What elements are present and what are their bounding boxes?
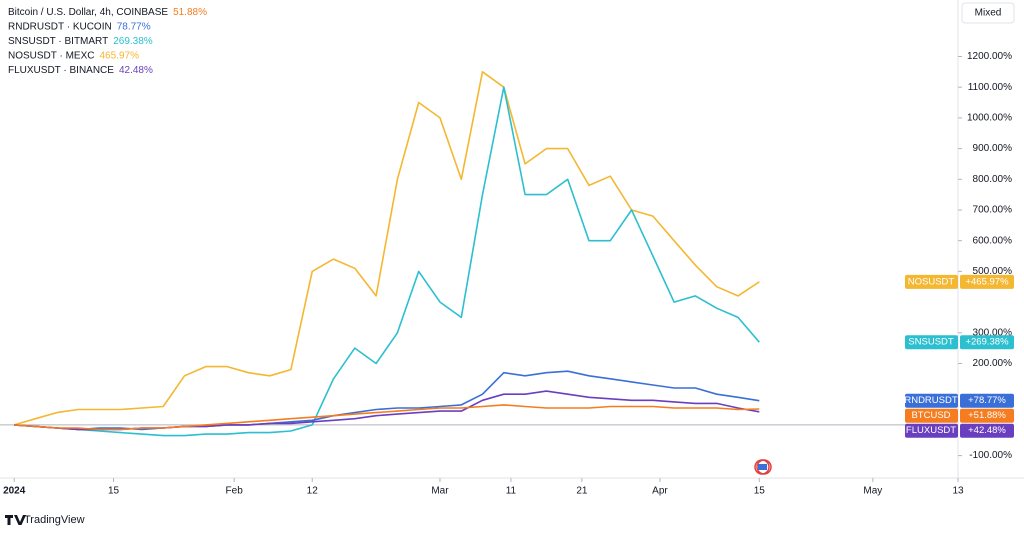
legend-name: RNDRUSDT · KUCOIN	[8, 21, 112, 32]
y-tick-label: 700.00%	[973, 205, 1013, 216]
x-tick-label: 11	[506, 486, 517, 497]
legend-entry: Bitcoin / U.S. Dollar, 4h, COINBASE 51.88…	[8, 7, 207, 18]
tag-symbol: SNSUSDT	[908, 337, 954, 348]
legend-entry: NOSUSDT · MEXC 465.97%	[8, 50, 139, 61]
legend-value: 78.77%	[117, 21, 151, 32]
scale-button-label[interactable]: Mixed	[975, 8, 1002, 19]
footer	[0, 505, 1024, 537]
event-icon	[754, 459, 772, 475]
tag-symbol-box	[905, 423, 958, 438]
tag-symbol-box	[905, 408, 958, 423]
tag-value: +465.97%	[965, 276, 1009, 287]
y-tick-label: 500.00%	[973, 266, 1013, 277]
x-tick-label: Feb	[226, 486, 244, 497]
series-line	[14, 404, 760, 431]
series-line	[14, 86, 760, 437]
y-tick-label: 300.00%	[973, 327, 1013, 338]
legend-name: Bitcoin / U.S. Dollar, 4h, COINBASE	[8, 7, 168, 18]
y-tick-label: 1200.00%	[967, 51, 1012, 62]
x-tick-label: Mar	[431, 486, 449, 497]
legend-entry: SNSUSDT · BITMART 269.38%	[8, 36, 153, 47]
tag-value-box	[960, 393, 1014, 408]
tag-symbol: BTCUSD	[911, 410, 950, 421]
y-tick-label: -100.00%	[969, 450, 1012, 461]
legend-value: 42.48%	[119, 65, 153, 76]
y-tick-label: 1000.00%	[967, 113, 1012, 124]
x-tick-label: 13	[952, 486, 964, 497]
series-line	[13, 71, 760, 426]
tag-symbol-box	[905, 274, 958, 289]
legend-value: 51.88%	[173, 7, 207, 18]
scale-button[interactable]	[961, 2, 1015, 24]
legend-entry: FLUXUSDT · BINANCE 42.48%	[8, 65, 153, 76]
tag-value-box	[960, 408, 1014, 423]
legend-name: SNSUSDT · BITMART	[8, 36, 108, 47]
x-tick-label: 12	[307, 486, 319, 497]
tag-symbol: FLUXUSDT	[906, 425, 956, 436]
legend-name: FLUXUSDT · BINANCE	[8, 65, 114, 76]
legend-entry: RNDRUSDT · KUCOIN 78.77%	[8, 21, 151, 32]
y-tick-label: 1100.00%	[968, 82, 1012, 93]
x-tick-label: 21	[576, 486, 588, 497]
x-tick-label: 15	[108, 486, 120, 497]
brand-name: TradingView	[24, 514, 85, 526]
tag-value-box	[960, 335, 1014, 350]
x-tick-label: 15	[754, 486, 766, 497]
tag-value: +269.38%	[965, 337, 1009, 348]
y-tick-label: 600.00%	[973, 235, 1013, 246]
y-tick-label: 200.00%	[973, 358, 1013, 369]
legend: Bitcoin / U.S. Dollar, 4h, COINBASE 51.88…	[8, 7, 207, 76]
x-tick-label: May	[863, 486, 882, 497]
y-tick-label: 800.00%	[973, 174, 1013, 185]
series-line	[14, 370, 760, 431]
tag-value-box	[960, 423, 1014, 438]
tag-value: +78.77%	[968, 395, 1006, 406]
legend-name: NOSUSDT · MEXC	[8, 50, 95, 61]
tag-value-box	[960, 274, 1014, 289]
tag-symbol-box	[905, 335, 958, 350]
brand-logo	[5, 515, 26, 525]
tag-value: +42.48%	[968, 425, 1006, 436]
tag-symbol: NOSUSDT	[908, 276, 955, 287]
legend-value: 465.97%	[100, 50, 140, 61]
tag-value: +51.88%	[968, 410, 1006, 421]
tag-symbol-box	[905, 393, 958, 408]
x-tick-label: Apr	[652, 486, 668, 497]
x-tick-label: 2024	[3, 486, 26, 497]
tag-symbol: RNDRUSDT	[904, 395, 958, 406]
y-tick-label: 900.00%	[973, 143, 1013, 154]
legend-value: 269.38%	[113, 36, 153, 47]
